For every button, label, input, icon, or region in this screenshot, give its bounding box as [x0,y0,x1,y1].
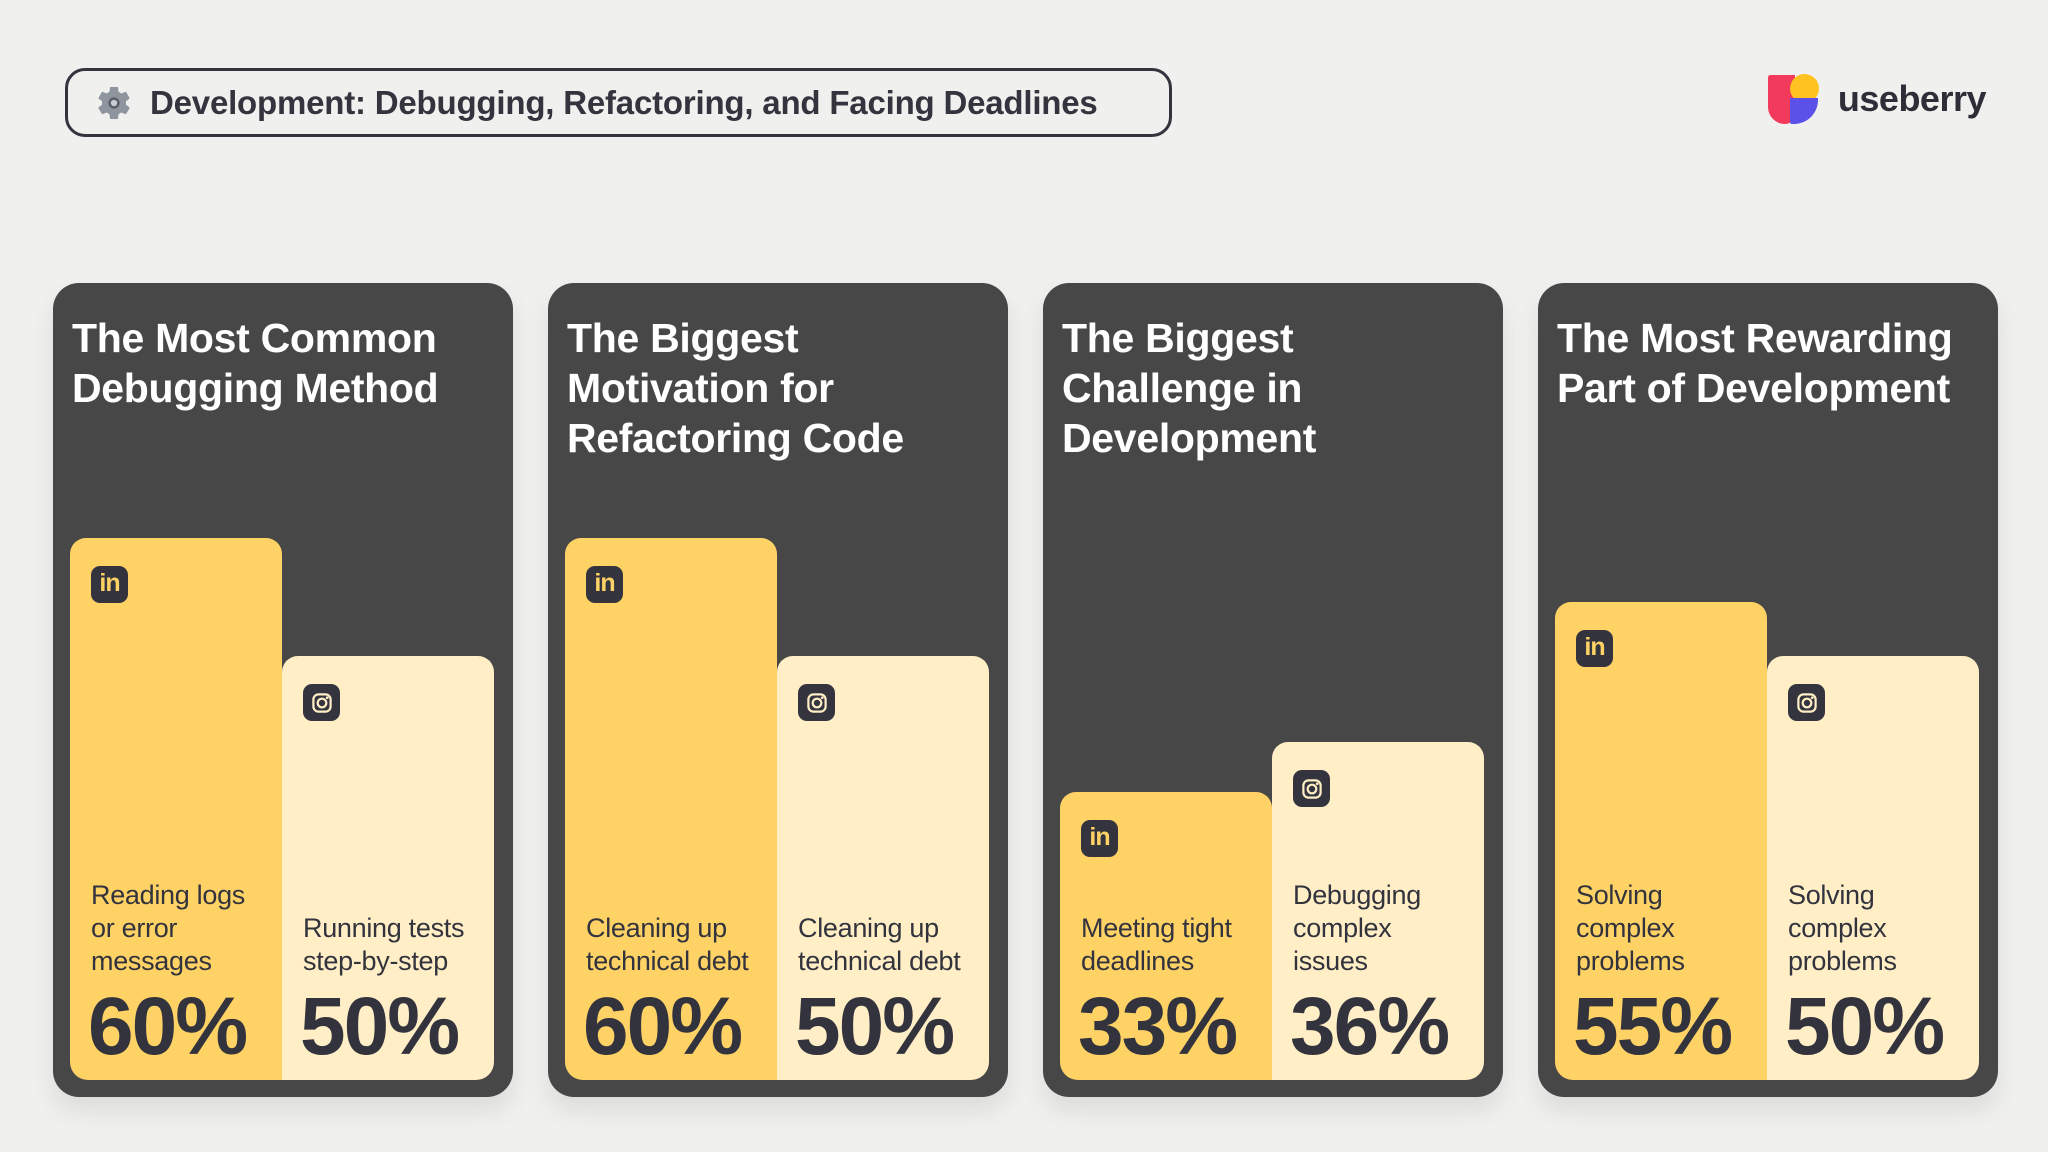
bar-label: Reading logs or error messages [91,880,246,976]
brand-name: useberry [1837,78,1987,119]
bar-label: Meeting tight deadlines [1081,913,1232,976]
instagram-glyph [1301,778,1322,799]
instagram-glyph [311,692,332,713]
card-refactoring-motivation: The Biggest Motivation for Refactoring C… [548,283,1008,1097]
gear-icon [98,86,130,119]
bar-value: 60% [583,981,743,1072]
bar-group: in Meeting tight deadlines 33% Debugging… [1060,742,1484,1080]
instagram-glyph [806,692,827,713]
bar-value: 33% [1078,981,1238,1072]
linkedin-bar: in Reading logs or error messages 60% [70,538,282,1080]
useberry-logo: useberry [1767,74,1987,124]
bar-group: in Solving complex problems 55% Solving … [1555,602,1979,1080]
card-title: The Most Rewarding Part of Development [1557,315,1953,411]
linkedin-icon: in [91,566,128,603]
bar-value: 50% [1785,981,1945,1072]
header-pill: Development: Debugging, Refactoring, and… [65,68,1172,137]
logo-purple-shape [1789,98,1818,124]
card-debugging-method: The Most Common Debugging Method in Read… [53,283,513,1097]
instagram-bar: Running tests step-by-step 50% [282,656,494,1080]
bar-value: 36% [1290,981,1450,1072]
linkedin-icon: in [1081,820,1118,857]
card-biggest-challenge: The Biggest Challenge in Development in … [1043,283,1503,1097]
bar-label: Solving complex problems [1788,880,1897,976]
linkedin-icon: in [586,566,623,603]
instagram-icon [1293,770,1330,807]
page-title: Development: Debugging, Refactoring, and… [150,83,1098,121]
useberry-logo-icon [1767,74,1819,124]
instagram-bar: Solving complex problems 50% [1767,656,1979,1080]
bar-label: Debugging complex issues [1293,880,1421,976]
cards-row: The Most Common Debugging Method in Read… [53,283,1998,1097]
card-title: The Biggest Motivation for Refactoring C… [567,315,904,461]
instagram-icon [1788,684,1825,721]
linkedin-bar: in Solving complex problems 55% [1555,602,1767,1080]
bar-value: 60% [88,981,248,1072]
bar-value: 50% [795,981,955,1072]
card-title: The Most Common Debugging Method [72,315,439,411]
instagram-glyph [1796,692,1817,713]
linkedin-icon: in [1576,630,1613,667]
bar-group: in Reading logs or error messages 60% Ru… [70,538,494,1080]
bar-label: Running tests step-by-step [303,913,465,976]
linkedin-bar: in Meeting tight deadlines 33% [1060,792,1272,1080]
bar-value: 55% [1573,981,1733,1072]
bar-label: Solving complex problems [1576,880,1685,976]
card-title: The Biggest Challenge in Development [1062,315,1317,461]
card-most-rewarding: The Most Rewarding Part of Development i… [1538,283,1998,1097]
instagram-icon [798,684,835,721]
instagram-bar: Cleaning up technical debt 50% [777,656,989,1080]
instagram-bar: Debugging complex issues 36% [1272,742,1484,1080]
bar-group: in Cleaning up technical debt 60% Cleani… [565,538,989,1080]
bar-label: Cleaning up technical debt [798,913,961,976]
bar-label: Cleaning up technical debt [586,913,749,976]
bar-value: 50% [300,981,460,1072]
instagram-icon [303,684,340,721]
linkedin-bar: in Cleaning up technical debt 60% [565,538,777,1080]
